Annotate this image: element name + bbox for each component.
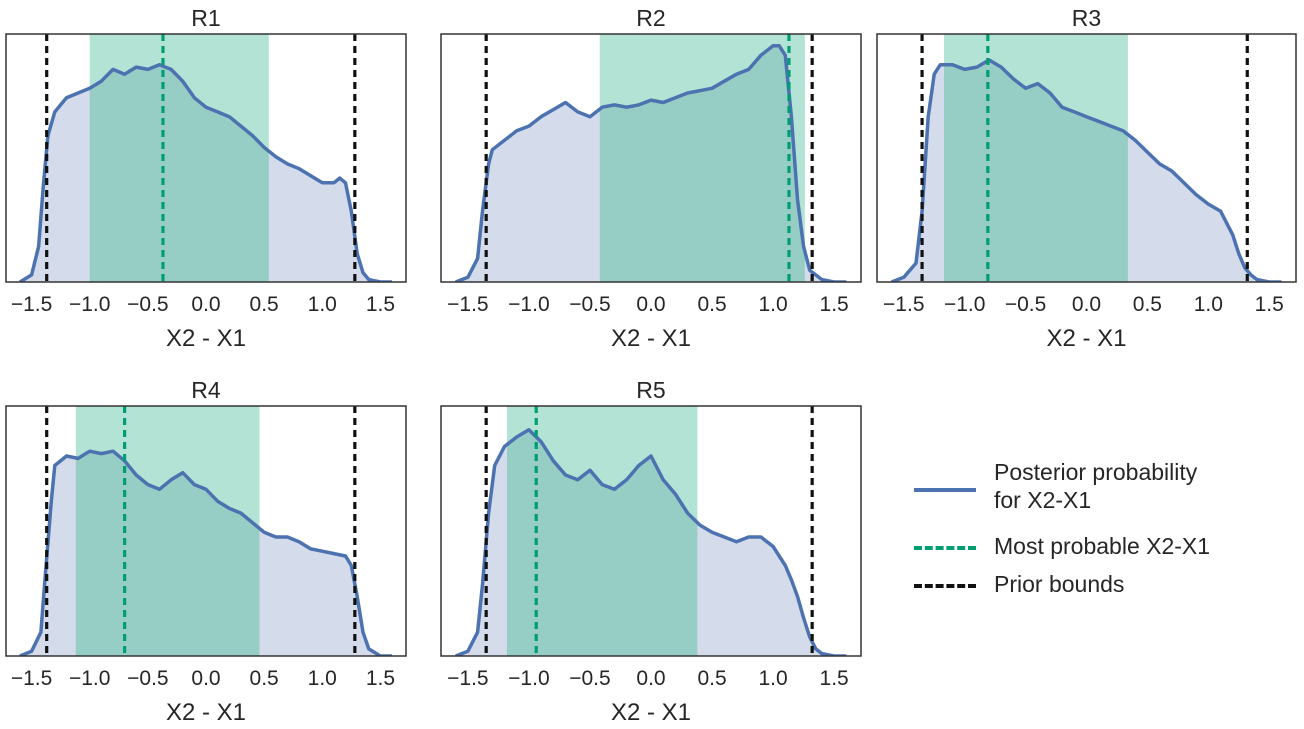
x-tick-label: 1.5 (366, 667, 395, 690)
plot-area (455, 34, 847, 282)
x-tick-label: −1.0 (944, 293, 985, 316)
x-tick-label: 1.5 (820, 667, 849, 690)
x-tick-label: −1.0 (508, 293, 549, 316)
legend-label-posterior: Posterior probability for X2-X1 (994, 459, 1198, 513)
x-tick-label: 1.0 (1194, 293, 1223, 316)
x-tick-label: 1.0 (758, 667, 787, 690)
x-tick-label: −1.0 (69, 667, 110, 690)
panel-r4: R4 −1.5 −1.0 −0.5 0.0 0.5 1.0 1.5 X2 - X1 (5, 377, 407, 726)
posterior-line (455, 428, 847, 656)
x-axis-label: X2 - X1 (611, 699, 691, 726)
x-tick-label: 0.0 (636, 667, 665, 690)
x-tick-label: 0.5 (697, 667, 726, 690)
x-axis-label: X2 - X1 (611, 325, 691, 352)
posterior-line (890, 58, 1282, 282)
x-tick-label: 0.5 (250, 293, 279, 316)
x-tick-label: −0.5 (127, 667, 168, 690)
x-tick-label: 1.5 (366, 293, 395, 316)
panel-r1: R1 −1.5 −1.0 −0.5 0.0 0.5 1.0 1.5 X2 - X1 (5, 5, 407, 352)
panel-r5: R5 −1.5 −1.0 −0.5 0.0 0.5 1.0 1.5 X2 - X1 (440, 377, 862, 726)
panel-r3: R3 −1.5 −1.0 −0.5 0.0 0.5 1.0 1.5 X2 - X1 (876, 5, 1297, 352)
posterior-line (19, 62, 392, 282)
panel-title: R1 (191, 5, 220, 31)
x-tick-label: −0.5 (127, 293, 168, 316)
x-axis-label: X2 - X1 (1046, 325, 1126, 352)
panel-title: R5 (636, 377, 665, 403)
x-tick-label: 1.5 (820, 293, 849, 316)
x-tick-label: 1.0 (308, 293, 337, 316)
x-tick-label: −0.5 (1005, 293, 1046, 316)
x-tick-label: 0.5 (697, 293, 726, 316)
panel-title: R2 (636, 5, 665, 31)
x-tick-label: 0.0 (636, 293, 665, 316)
x-tick-label: −1.5 (447, 293, 488, 316)
panel-frame (876, 33, 1297, 283)
legend-swatch-posterior (914, 488, 976, 492)
x-tick-label: −1.0 (508, 667, 549, 690)
x-tick-label: −1.5 (11, 667, 52, 690)
x-tick-label: 0.0 (191, 293, 220, 316)
posterior-interval-overlap (75, 451, 260, 656)
legend-swatch-prior-bounds (914, 584, 976, 588)
x-tick-label: 1.0 (308, 667, 337, 690)
x-tick-label: −1.5 (883, 293, 924, 316)
x-axis-label: X2 - X1 (166, 325, 246, 352)
plot-area (19, 406, 393, 656)
legend-label-most-probable: Most probable X2-X1 (994, 533, 1211, 559)
x-tick-label: −0.5 (569, 667, 610, 690)
legend-swatch-most-probable (914, 546, 976, 550)
panel-frame (5, 33, 407, 283)
x-tick-label: 0.0 (1072, 293, 1101, 316)
x-tick-label: 1.5 (1255, 293, 1284, 316)
x-tick-label: −1.0 (69, 293, 110, 316)
panel-frame (440, 33, 862, 283)
x-tick-label: −1.5 (447, 667, 488, 690)
x-tick-label: 0.5 (1133, 293, 1162, 316)
posterior-line (19, 449, 392, 656)
x-tick-label: 1.0 (758, 293, 787, 316)
x-tick-label: −1.5 (11, 293, 52, 316)
x-tick-label: 0.0 (191, 667, 220, 690)
x-tick-label: −0.5 (569, 293, 610, 316)
plot-area (455, 406, 847, 656)
panel-frame (5, 405, 407, 657)
posterior-interval-overlap (599, 45, 805, 282)
panel-title: R3 (1072, 5, 1101, 31)
x-axis-label: X2 - X1 (166, 699, 246, 726)
posterior-interval-overlap (89, 64, 269, 282)
x-tick-label: 0.5 (250, 667, 279, 690)
legend-label-prior-bounds: Prior bounds (994, 571, 1125, 597)
legend-item-posterior: Posterior probability for X2-X1 (910, 458, 1290, 532)
panel-frame (440, 405, 862, 657)
legend-item-prior-bounds: Prior bounds (910, 570, 1290, 608)
panel-r2: R2 −1.5 −1.0 −0.5 0.0 0.5 1.0 1.5 X2 - X1 (440, 5, 862, 352)
plot-area (19, 34, 393, 282)
legend: Posterior probability for X2-X1 Most pro… (910, 458, 1290, 608)
panel-title: R4 (191, 377, 221, 403)
legend-item-most-probable: Most probable X2-X1 (910, 532, 1290, 570)
posterior-interval-overlap (506, 429, 698, 656)
plot-area (890, 34, 1282, 282)
